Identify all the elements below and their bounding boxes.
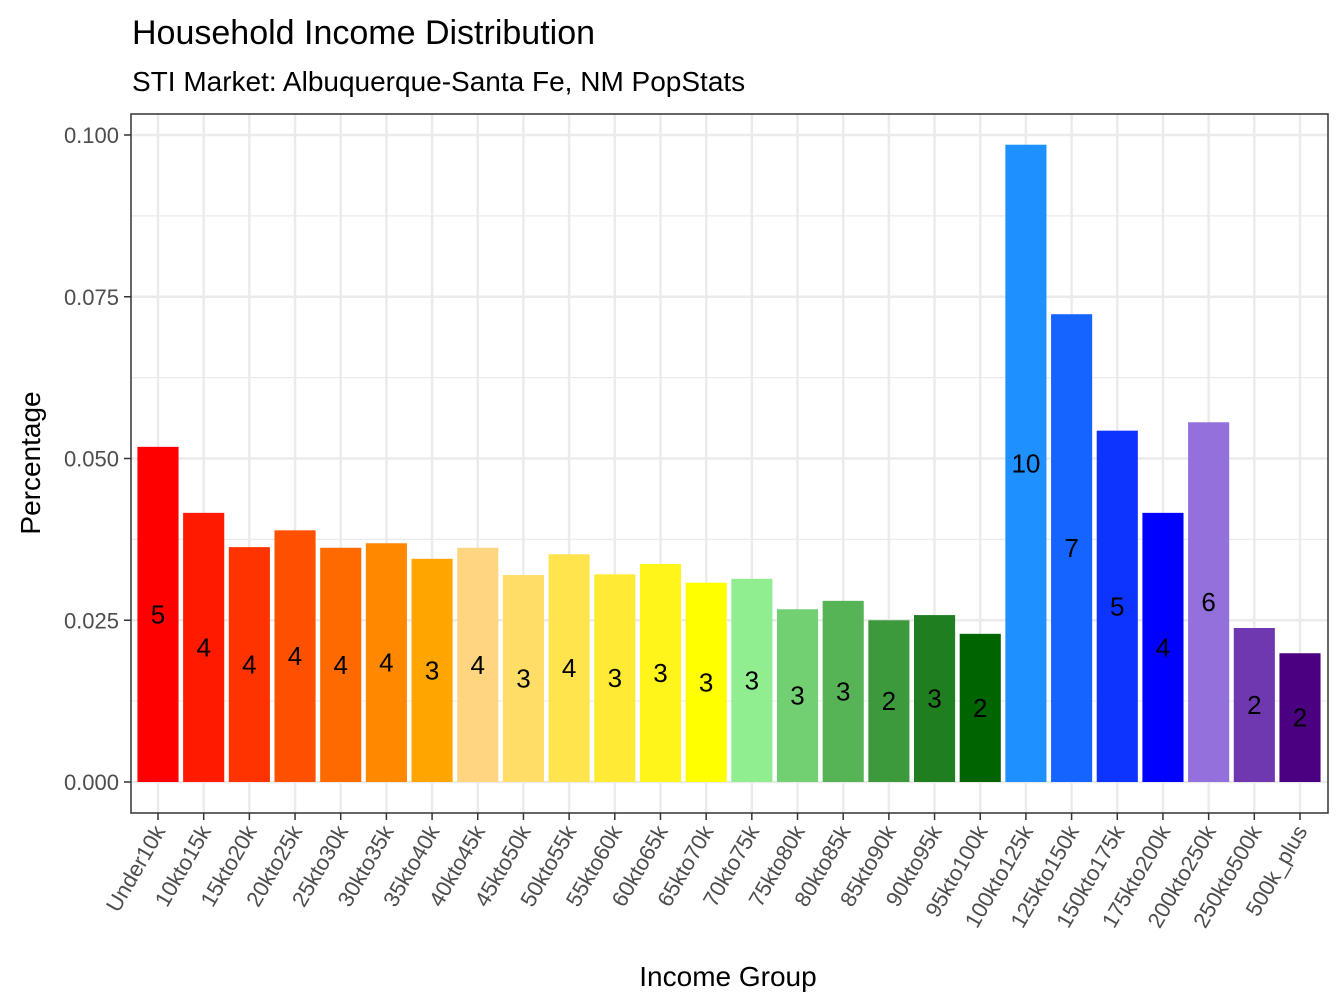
bar-80kto85k	[822, 600, 864, 782]
bar-label: 3	[516, 663, 530, 693]
chart-title: Household Income Distribution	[132, 14, 595, 52]
bar-10kto15k	[183, 512, 225, 782]
bar-label: 5	[1110, 591, 1124, 621]
bar-label: 4	[196, 632, 210, 662]
bar-75kto80k	[776, 609, 819, 782]
y-axis: 0.000 0.025 0.050 0.075 0.100	[64, 123, 131, 795]
y-tick-label: 0.050	[64, 447, 119, 472]
bar-label: 3	[790, 681, 804, 711]
bar-label: 3	[425, 655, 439, 685]
bar-label: 4	[379, 648, 393, 678]
bar-label: 6	[1201, 587, 1215, 617]
bar-Under10k	[137, 446, 179, 782]
bar-45kto50k	[502, 574, 544, 782]
bar-95kto100k	[959, 633, 1001, 782]
bar-200kto250k	[1188, 422, 1230, 782]
bar-20kto25k	[274, 530, 316, 782]
bar-25kto30k	[320, 547, 362, 782]
bar-30kto35k	[365, 543, 407, 782]
bar-label: 4	[288, 641, 302, 671]
bar-label: 4	[562, 653, 576, 683]
bar-85kto90k	[868, 620, 910, 782]
bar-250kto500k	[1233, 628, 1275, 782]
bar-label: 3	[836, 676, 850, 706]
panel-border	[130, 113, 1329, 814]
bar-500k_plus	[1279, 653, 1321, 782]
bar-labels: 5 4 4 4 4 4 3 4 3 4 3 3 3 3 3 3 2 3 2 10 7 5 4 6 2 2	[151, 448, 1307, 732]
bar-label: 3	[927, 684, 941, 714]
bar-50kto55k	[548, 554, 590, 782]
bar-label: 4	[471, 650, 485, 680]
bar-label: 2	[882, 686, 896, 716]
y-tick-label: 0.075	[64, 285, 119, 310]
bar-150kto175k	[1096, 430, 1138, 782]
bar-label: 4	[333, 650, 347, 680]
y-tick-label: 0.000	[64, 770, 119, 795]
bar-label: 2	[1247, 690, 1261, 720]
bar-label: 2	[1293, 703, 1307, 733]
bar-label: 3	[608, 663, 622, 693]
bar-125kto150k	[1051, 314, 1093, 782]
bar-label: 5	[151, 599, 165, 629]
x-axis-title: Income Group	[639, 961, 816, 992]
bar-90kto95k	[914, 615, 956, 782]
y-axis-title: Percentage	[15, 391, 46, 534]
bar-175kto200k	[1142, 512, 1184, 782]
bar-label: 4	[242, 650, 256, 680]
chart-subtitle: STI Market: Albuquerque-Santa Fe, NM Pop…	[132, 66, 745, 97]
y-tick-label: 0.100	[64, 123, 119, 148]
bar-label: 10	[1011, 448, 1040, 478]
bar-100kto125k	[1005, 144, 1047, 782]
bar-label: 4	[1156, 632, 1170, 662]
bars	[137, 144, 1321, 782]
bar-60kto65k	[639, 563, 682, 782]
bar-35kto40k	[411, 558, 453, 782]
bar-label: 3	[699, 667, 713, 697]
bar-40kto45k	[457, 547, 499, 782]
x-axis: Under10k10kto15k15kto20k20kto25k25kto30k…	[101, 813, 1312, 932]
bar-label: 3	[653, 658, 667, 688]
bar-55kto60k	[594, 574, 636, 782]
bar-label: 3	[745, 665, 759, 695]
bar-15kto20k	[228, 547, 270, 782]
y-tick-label: 0.025	[64, 608, 119, 633]
bar-label: 7	[1064, 533, 1078, 563]
bar-65kto70k	[685, 582, 727, 782]
bar-70kto75k	[731, 578, 773, 782]
bar-label: 2	[973, 693, 987, 723]
